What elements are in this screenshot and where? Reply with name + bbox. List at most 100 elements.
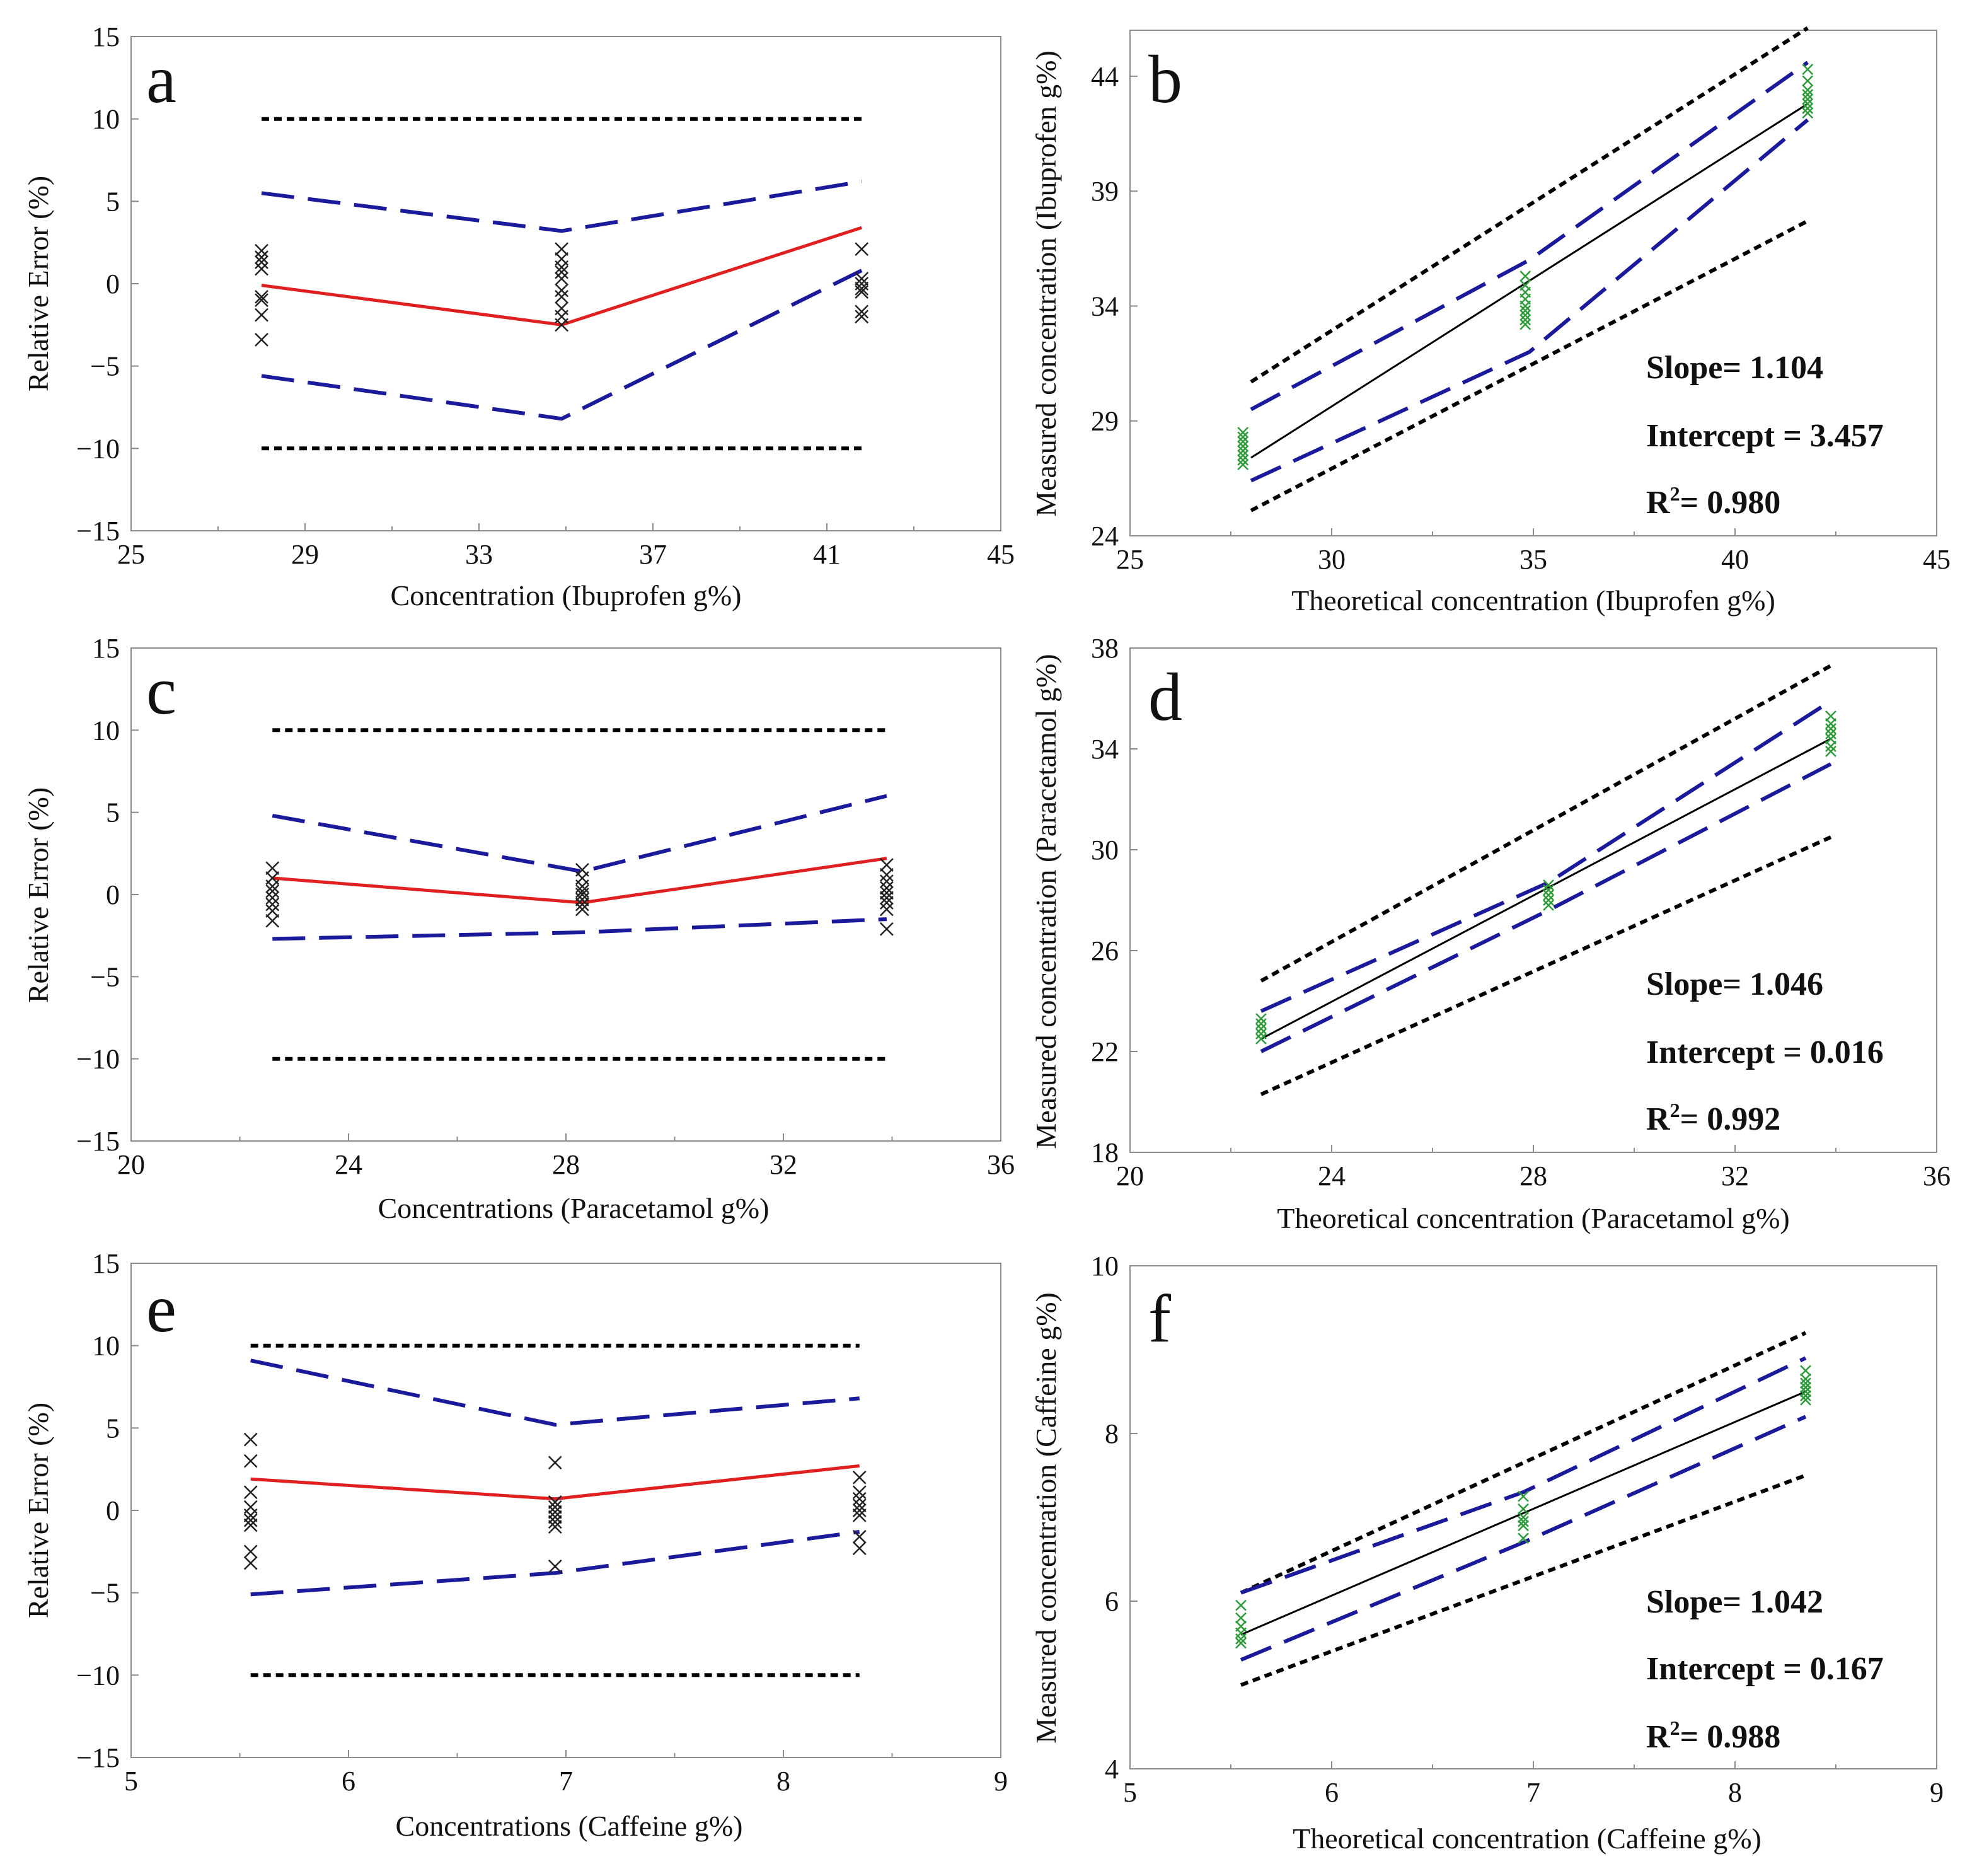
data-point-b: [1802, 75, 1814, 87]
data-point-f: [1800, 1373, 1811, 1385]
data-point-d: [1825, 746, 1836, 757]
series-line-lower-acceptance-limit-d: [1260, 835, 1832, 1096]
data-point-e: [548, 1505, 562, 1519]
series-line-upper-acceptance-limit-f: [1240, 1331, 1807, 1595]
y-tick-label-d: 38: [1091, 633, 1119, 664]
panel-b: 25 30 35 40 45 24 29 34 39 44 b Theoretical conce…: [1030, 26, 1951, 617]
y-axis-label-a: Relative Error (%): [22, 176, 54, 391]
series-line-relative-bias-c: [272, 857, 887, 905]
data-point-b: [1802, 89, 1814, 100]
panel-c: 20 24 28 32 36 −15 −10 −5 0 5 10 15 c Concentration…: [22, 633, 1015, 1224]
data-point-a: [555, 272, 568, 286]
data-point-f: [1800, 1386, 1811, 1398]
data-point-f: [1518, 1512, 1529, 1523]
x-tick-label-a: 33: [465, 539, 493, 570]
data-point-e: [243, 1432, 258, 1447]
data-point-f: [1800, 1365, 1811, 1377]
y-tick-label-e: 5: [106, 1413, 120, 1444]
r2-value-b: = 0.980: [1680, 485, 1781, 521]
slope-annotation-f: Slope= 1.042: [1646, 1584, 1823, 1620]
data-point-e: [548, 1456, 562, 1470]
series-line-lower-tolerance-limit-f: [1240, 1415, 1807, 1662]
data-point-e: [548, 1500, 562, 1514]
data-point-a: [255, 250, 268, 265]
y-tick-label-c: −15: [76, 1126, 120, 1157]
series-line-tolerance-interval-lower-c: [272, 917, 887, 941]
y-tick-label-c: 15: [92, 633, 120, 664]
data-point-a: [855, 285, 869, 299]
y-tick-label-c: 0: [106, 879, 120, 910]
y-tick-label-c: 10: [92, 715, 120, 746]
data-point-b: [1519, 318, 1531, 330]
y-tick-label-f: 10: [1091, 1251, 1119, 1282]
data-point-e: [852, 1541, 867, 1555]
data-point-c: [879, 858, 894, 872]
data-point-d: [1255, 1018, 1267, 1029]
r2-label-d: R: [1646, 1101, 1671, 1137]
data-point-d: [1825, 741, 1836, 752]
series-line-tolerance-interval-upper-c: [272, 794, 887, 874]
data-point-f: [1235, 1599, 1247, 1611]
y-tick-label-a: 0: [106, 269, 120, 299]
y-tick-label-d: 18: [1091, 1137, 1119, 1168]
data-point-b: [1802, 64, 1814, 75]
data-point-c: [879, 874, 894, 889]
data-point-f: [1800, 1381, 1811, 1393]
y-tick-label-c: 5: [106, 797, 120, 828]
series-line-tolerance-interval-upper-e: [250, 1358, 860, 1427]
data-point-a: [255, 255, 268, 269]
data-point-b: [1519, 304, 1531, 316]
x-tick-label-a: 25: [117, 539, 145, 570]
data-point-b: [1519, 300, 1531, 312]
data-point-a: [855, 304, 869, 319]
plot-frame-b: [1129, 30, 1937, 536]
data-point-b: [1237, 431, 1249, 443]
series-line-tolerance-interval-upper-a: [261, 180, 862, 233]
data-point-c: [265, 897, 280, 912]
y-tick-label-e: −10: [76, 1660, 120, 1691]
panel-d: 20 24 28 32 36 18 22 26 30 34 38 d Theoretical con…: [1030, 633, 1951, 1234]
series-line-regression-line-f: [1240, 1391, 1806, 1636]
y-tick-label-d: 22: [1091, 1036, 1119, 1067]
data-point-f: [1518, 1520, 1529, 1532]
data-point-e: [243, 1485, 258, 1500]
x-axis-label-e: Concentrations (Caffeine g%): [396, 1810, 743, 1842]
data-point-d: [1255, 1033, 1267, 1045]
r2-sup-b: 2: [1670, 482, 1680, 505]
r2-label-b: R: [1646, 485, 1671, 521]
data-point-c: [575, 902, 589, 917]
y-tick-label-b: 29: [1091, 406, 1119, 437]
data-point-e: [852, 1498, 867, 1513]
data-point-b: [1802, 84, 1814, 96]
data-point-d: [1543, 889, 1554, 901]
data-point-a: [855, 281, 869, 296]
r2-sup-f: 2: [1670, 1717, 1680, 1739]
r2-value-d: = 0.992: [1680, 1101, 1781, 1137]
y-tick-label-d: 30: [1091, 835, 1119, 866]
x-tick-label-d: 24: [1318, 1161, 1346, 1191]
x-tick-label-f: 7: [1526, 1777, 1540, 1808]
data-point-a: [255, 243, 268, 258]
data-point-b: [1237, 449, 1249, 461]
data-point-e: [243, 1556, 258, 1570]
data-point-b: [1802, 98, 1814, 110]
data-point-e: [852, 1503, 867, 1517]
data-point-a: [255, 290, 268, 304]
x-tick-label-f: 6: [1325, 1777, 1339, 1808]
intercept-annotation-d: Intercept = 0.016: [1646, 1034, 1884, 1070]
data-point-b: [1802, 93, 1814, 105]
data-point-a: [555, 265, 568, 279]
data-point-b: [1519, 314, 1531, 326]
panel-letter-e: e: [146, 1271, 176, 1346]
plot-layer-b: 25 30 35 40 45 24 29 34 39 44: [1091, 26, 1951, 575]
x-tick-label-d: 36: [1923, 1161, 1951, 1191]
data-point-f: [1800, 1390, 1811, 1402]
data-point-a: [555, 283, 568, 298]
y-axis-label-e: Relative Error (%): [22, 1403, 54, 1618]
series-line-regression-line-d: [1260, 738, 1831, 1040]
x-tick-label-e: 5: [124, 1766, 138, 1797]
data-point-c: [879, 891, 894, 905]
data-point-a: [255, 308, 268, 322]
data-point-b: [1237, 454, 1249, 466]
x-axis-label-f: Theoretical concentration (Caffeine g%): [1293, 1822, 1762, 1855]
